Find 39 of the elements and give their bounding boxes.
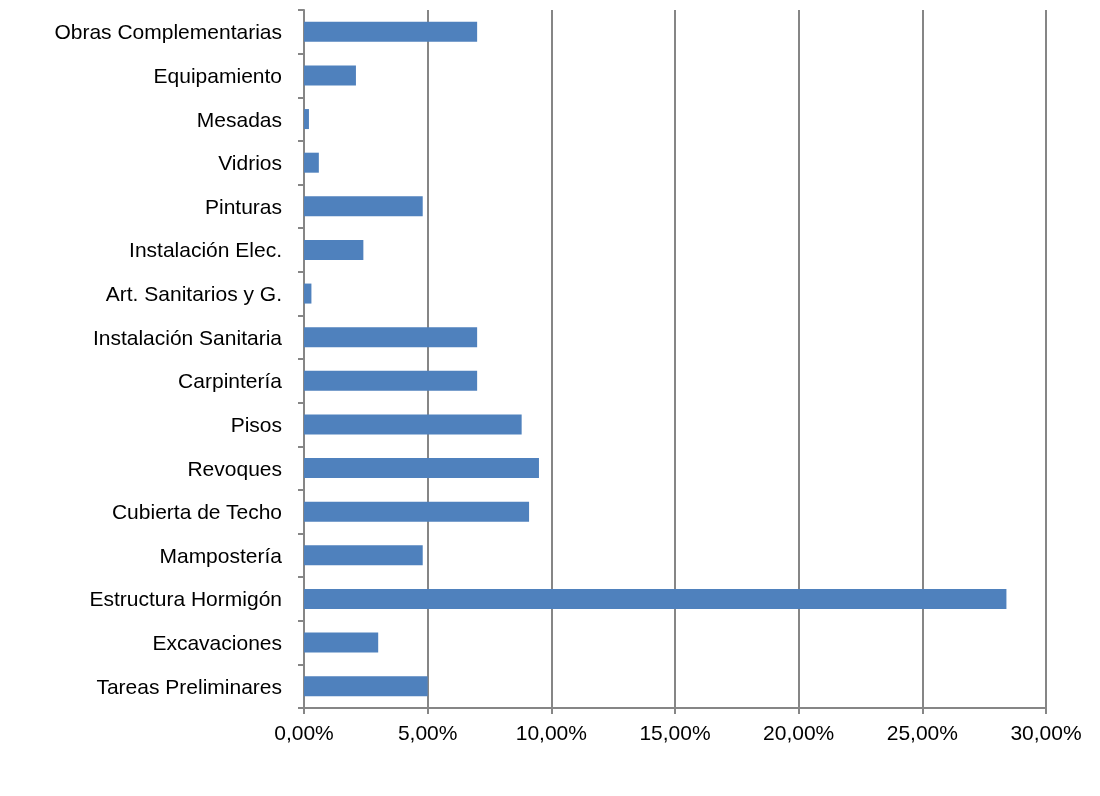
bar [304,370,478,391]
y-tick-label: Estructura Hormigón [89,587,282,611]
bar [304,283,312,304]
y-tick-label: Pinturas [204,194,282,218]
bar [304,239,364,260]
bar [304,458,539,479]
x-tick-label: 25,00% [886,721,958,744]
bar [304,414,522,435]
y-tick-label: Equipamiento [153,63,282,87]
x-tick-label: 30,00% [1010,721,1082,744]
bar [304,152,319,173]
y-tick-label: Mampostería [159,543,283,567]
bar [304,545,423,566]
y-tick-label: Vidrios [218,151,282,175]
bar [304,327,478,348]
y-tick-label: Mesadas [196,107,282,131]
bar [304,501,530,522]
y-tick-label: Instalación Sanitaria [92,325,283,349]
y-tick-label: Art. Sanitarios y G. [105,282,282,306]
bar [304,109,309,130]
y-tick-label: Tareas Preliminares [96,674,282,698]
y-tick-label: Carpintería [178,369,283,393]
x-tick-label: 10,00% [515,721,587,744]
y-tick-label: Cubierta de Techo [111,500,282,524]
y-tick-label: Obras Complementarias [54,20,282,44]
x-tick-label: 15,00% [639,721,711,744]
x-tick-label: 0,00% [274,721,334,744]
x-tick-label: 20,00% [763,721,835,744]
bar [304,65,356,86]
y-tick-label: Revoques [187,456,282,480]
x-tick-label: 5,00% [397,721,458,744]
bar [304,588,1007,609]
bar [304,21,478,42]
y-tick-label: Instalación Elec. [129,238,282,262]
y-tick-label: Excavaciones [152,631,282,655]
y-tick-label: Pisos [230,412,282,436]
bar [304,196,423,217]
bar [304,676,428,697]
bar [304,632,379,653]
